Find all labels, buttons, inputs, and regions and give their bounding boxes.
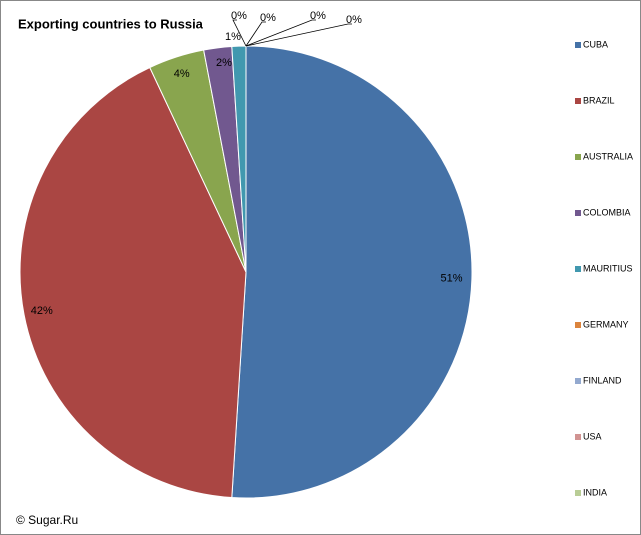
legend-label: AUSTRALIA bbox=[583, 151, 633, 161]
legend-swatch bbox=[575, 154, 581, 160]
data-label: 42% bbox=[31, 305, 53, 317]
leader-line bbox=[245, 23, 352, 47]
data-label: 0% bbox=[260, 12, 276, 24]
legend-swatch bbox=[575, 322, 581, 328]
legend-label: GERMANY bbox=[583, 319, 629, 329]
legend-label: USA bbox=[583, 431, 602, 441]
leader-line bbox=[245, 21, 266, 47]
data-label: 0% bbox=[310, 10, 326, 22]
legend-label: CUBA bbox=[583, 39, 608, 49]
leader-line bbox=[245, 19, 316, 47]
data-label: 0% bbox=[346, 14, 362, 26]
leader-line bbox=[232, 19, 247, 47]
legend-swatch bbox=[575, 378, 581, 384]
pie-slice bbox=[231, 45, 473, 499]
chart-title: Exporting countries to Russia bbox=[18, 16, 204, 31]
data-label: 1% bbox=[225, 31, 241, 43]
data-label: 2% bbox=[216, 57, 232, 69]
legend-swatch bbox=[575, 266, 581, 272]
legend-swatch bbox=[575, 490, 581, 496]
legend-swatch bbox=[575, 210, 581, 216]
legend-swatch bbox=[575, 98, 581, 104]
credit: © Sugar.Ru bbox=[16, 513, 78, 527]
data-label: 0% bbox=[231, 10, 247, 22]
legend-label: FINLAND bbox=[583, 375, 622, 385]
legend-swatch bbox=[575, 434, 581, 440]
legend-label: MAURITIUS bbox=[583, 263, 633, 273]
legend-swatch bbox=[575, 42, 581, 48]
legend-label: INDIA bbox=[583, 487, 607, 497]
data-label: 51% bbox=[441, 272, 463, 284]
pie-slice bbox=[19, 66, 247, 499]
legend-label: COLOMBIA bbox=[583, 207, 631, 217]
data-label: 4% bbox=[174, 68, 190, 80]
legend-label: BRAZIL bbox=[583, 95, 615, 105]
